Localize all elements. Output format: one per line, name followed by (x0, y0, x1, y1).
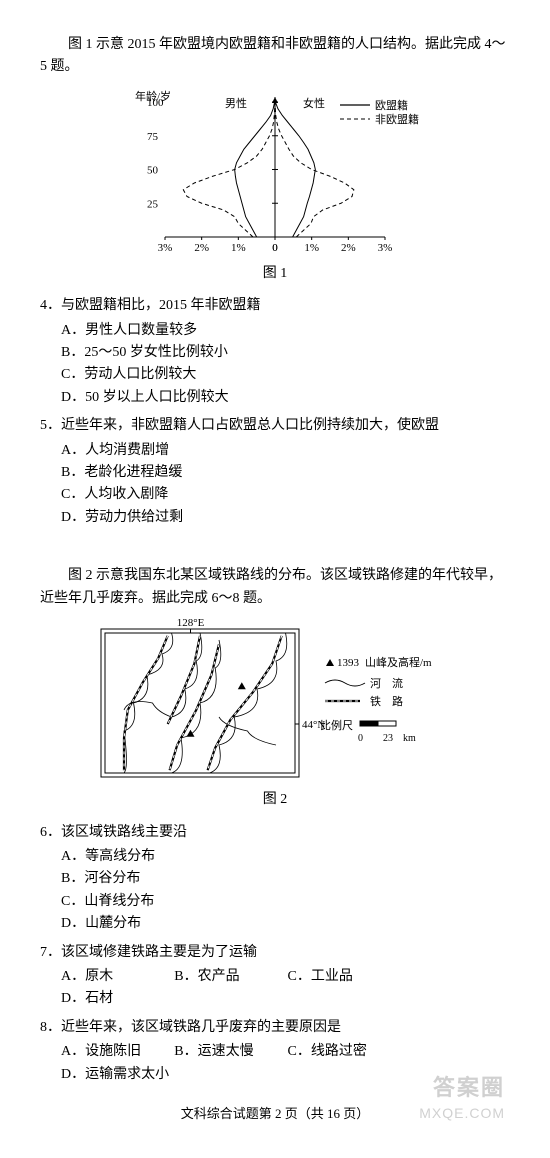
svg-text:1%: 1% (231, 242, 246, 254)
svg-text:山峰及高程/m: 山峰及高程/m (365, 655, 432, 669)
q8-opt-c: C．线路过密 (288, 1041, 391, 1063)
q5-opt-b: B．老龄化进程趋缓 (61, 462, 277, 484)
svg-text:河 流: 河 流 (370, 676, 403, 690)
svg-text:25: 25 (147, 198, 159, 210)
section2-intro: 图 2 示意我国东北某区域铁路线的分布。该区域铁路修建的年代较早，近些年几乎废弃… (40, 565, 510, 610)
q5-opt-d: D．劳动力供给过剩 (61, 507, 277, 529)
q8-opt-b: B．运速太慢 (174, 1041, 277, 1063)
q6-options: A．等高线分布 B．河谷分布 C．山脊线分布 D．山麓分布 (61, 846, 510, 936)
svg-text:50: 50 (147, 164, 159, 176)
svg-text:1393: 1393 (337, 657, 360, 669)
q5-opt-a: A．人均消费剧增 (61, 440, 277, 462)
svg-text:非欧盟籍: 非欧盟籍 (375, 112, 419, 126)
svg-text:2%: 2% (341, 242, 356, 254)
svg-text:女性: 女性 (303, 96, 325, 110)
svg-text:铁 路: 铁 路 (370, 695, 403, 708)
svg-text:欧盟籍: 欧盟籍 (375, 98, 408, 112)
q4-opt-a: A．男性人口数量较多 (61, 320, 277, 342)
q7-opt-a: A．原木 (61, 966, 164, 988)
q4-opt-d: D．50 岁以上人口比例较大 (61, 387, 277, 409)
q6-stem: 6．该区域铁路线主要沿 (40, 822, 510, 844)
q6-opt-c: C．山脊线分布 (61, 891, 277, 913)
q5-stem: 5．近些年来，非欧盟籍人口占欧盟总人口比例持续加大，使欧盟 (40, 415, 510, 437)
figure-2-label: 图 2 (40, 789, 510, 811)
svg-text:3%: 3% (378, 242, 393, 254)
figure-1: 2550751003%2%1%001%2%3%年龄/岁男性女性欧盟籍非欧盟籍 (40, 87, 510, 257)
q8-opt-a: A．设施陈旧 (61, 1041, 164, 1063)
q7-opt-c: C．工业品 (288, 966, 391, 988)
figure-1-label: 图 1 (40, 263, 510, 285)
figure-2: 128°E44°N1393山峰及高程/m河 流铁 路比例尺0 23 km (40, 618, 510, 783)
svg-text:2%: 2% (194, 242, 209, 254)
q6-opt-a: A．等高线分布 (61, 846, 277, 868)
q6-opt-d: D．山麓分布 (61, 913, 277, 935)
q8-stem: 8．近些年来，该区域铁路几乎废弃的主要原因是 (40, 1017, 510, 1039)
population-pyramid-chart: 2550751003%2%1%001%2%3%年龄/岁男性女性欧盟籍非欧盟籍 (105, 87, 445, 257)
q7-opt-d: D．石材 (61, 988, 164, 1010)
svg-text:比例尺: 比例尺 (320, 718, 353, 732)
svg-text:1%: 1% (304, 242, 319, 254)
q8-options: A．设施陈旧 B．运速太慢 C．线路过密 D．运输需求太小 (61, 1041, 510, 1086)
q8-opt-d: D．运输需求太小 (61, 1064, 164, 1086)
q4-opt-c: C．劳动人口比例较大 (61, 364, 277, 386)
section1-intro: 图 1 示意 2015 年欧盟境内欧盟籍和非欧盟籍的人口结构。据此完成 4～5 … (40, 34, 510, 79)
svg-text:75: 75 (147, 131, 159, 143)
q5-options: A．人均消费剧增 B．老龄化进程趋缓 C．人均收入剧降 D．劳动力供给过剩 (61, 440, 510, 530)
q7-opt-b: B．农产品 (174, 966, 277, 988)
svg-text:0 23 km: 0 23 km (358, 733, 416, 744)
railway-map: 128°E44°N1393山峰及高程/m河 流铁 路比例尺0 23 km (95, 618, 455, 783)
svg-text:3%: 3% (158, 242, 173, 254)
q4-options: A．男性人口数量较多 B．25～50 岁女性比例较小 C．劳动人口比例较大 D．… (61, 320, 510, 410)
svg-text:0: 0 (272, 242, 278, 254)
q4-stem: 4．与欧盟籍相比，2015 年非欧盟籍 (40, 295, 510, 317)
page-footer: 文科综合试题第 2 页（共 16 页） (40, 1104, 510, 1125)
q7-options: A．原木 B．农产品 C．工业品 D．石材 (61, 966, 510, 1011)
svg-text:年龄/岁: 年龄/岁 (135, 89, 171, 103)
svg-text:男性: 男性 (225, 96, 247, 110)
q6-opt-b: B．河谷分布 (61, 868, 277, 890)
q4-opt-b: B．25～50 岁女性比例较小 (61, 342, 277, 364)
q7-stem: 7．该区域修建铁路主要是为了运输 (40, 942, 510, 964)
svg-text:128°E: 128°E (177, 618, 205, 629)
q5-opt-c: C．人均收入剧降 (61, 484, 277, 506)
